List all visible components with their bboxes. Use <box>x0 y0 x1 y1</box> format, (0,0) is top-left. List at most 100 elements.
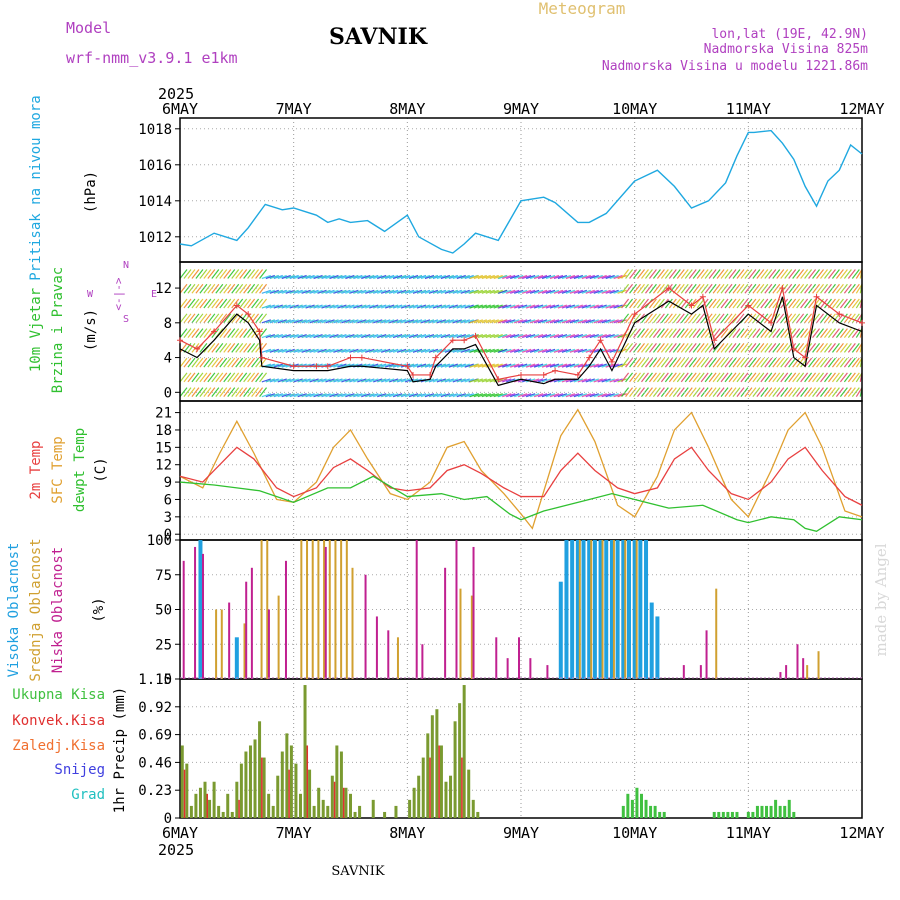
wind-barb <box>525 348 536 353</box>
y-tick-label: 0 <box>164 672 172 688</box>
wind-barb <box>506 393 516 398</box>
wind-barb <box>740 298 749 309</box>
wind-barb <box>565 348 576 353</box>
wind-barb <box>748 269 757 279</box>
wind-barb <box>448 363 459 368</box>
wind-barb <box>756 342 765 353</box>
precip-total-bar <box>394 805 398 818</box>
wind-barb <box>357 393 367 398</box>
compass-n: N <box>123 260 129 271</box>
wind-barb <box>680 342 689 353</box>
wind-barb <box>732 357 741 368</box>
wind-barb <box>464 393 474 398</box>
precip-total-bar <box>353 811 357 818</box>
wind-barb <box>215 342 224 353</box>
wind-barb <box>239 328 248 338</box>
wind-barb <box>756 372 765 383</box>
wind-barb <box>756 269 765 279</box>
wind-barb <box>477 304 487 309</box>
wind-barb <box>764 357 773 368</box>
wind-barb <box>633 357 642 368</box>
wind-barb <box>835 357 844 368</box>
wind-barb <box>309 393 319 398</box>
cloud-mid-bar <box>317 540 320 679</box>
wind-barb <box>736 298 745 309</box>
precip-conv-bar <box>206 793 209 818</box>
wind-barb <box>537 334 548 339</box>
wind-barb <box>420 393 431 398</box>
wind-barb <box>664 342 673 353</box>
wind-barb <box>585 274 595 280</box>
wind-barb <box>708 269 717 279</box>
precip-total-bar <box>285 733 289 818</box>
wind-barb <box>605 304 615 309</box>
wind-barb <box>187 313 196 324</box>
wind-barb <box>720 298 729 309</box>
wind-barb <box>384 363 395 368</box>
wind-barb <box>277 319 287 324</box>
wind-barb <box>613 274 623 280</box>
precip-total-bar <box>453 721 457 818</box>
wind-barb <box>652 328 661 338</box>
wind-barb <box>847 298 856 309</box>
wind-barb <box>557 289 568 294</box>
wind-barb <box>625 298 634 309</box>
wind-barb <box>545 289 556 294</box>
wind-barb <box>589 304 599 309</box>
wind-barb <box>676 269 685 279</box>
wind-barb <box>839 283 848 294</box>
wind-barb <box>517 304 528 309</box>
wind-barb <box>816 357 825 368</box>
wind-barb <box>847 372 856 383</box>
cloud-low-bar <box>506 658 509 679</box>
wind-barb <box>485 393 495 398</box>
wind-barb <box>243 328 252 338</box>
wind-barb <box>529 304 540 309</box>
wind-barb <box>573 378 584 383</box>
precip-total-bar <box>658 811 662 818</box>
wind-barb <box>333 319 343 324</box>
wind-barb <box>601 393 611 398</box>
cloud-mid-bar <box>340 540 343 679</box>
wind-barb <box>700 283 709 294</box>
wind-barb <box>680 269 689 279</box>
precip-total-bar <box>208 799 212 818</box>
wind-barb <box>752 357 761 368</box>
wind-barb <box>696 372 705 383</box>
wind-barb <box>696 298 705 309</box>
wind-barb <box>289 319 299 324</box>
precip-conv-bar <box>461 757 463 818</box>
wind-barb <box>660 283 669 294</box>
wind-barb <box>247 328 256 338</box>
wind-barb <box>621 372 630 383</box>
wind-barb <box>625 387 634 398</box>
wind-barb <box>369 334 379 339</box>
wind-barb <box>808 283 817 294</box>
wind-barb <box>235 372 244 383</box>
wind-barb <box>764 298 773 309</box>
wind-barb <box>581 348 592 353</box>
wind-barb <box>800 269 809 279</box>
wind-barb <box>235 357 244 368</box>
wind-barb <box>573 334 584 339</box>
wind-barb <box>831 269 840 279</box>
wind-barb <box>477 378 487 383</box>
wind-barb <box>293 304 303 309</box>
wind-gust-marker <box>790 345 797 352</box>
y-tick-label: 0 <box>164 527 172 543</box>
wind-barb <box>460 319 470 324</box>
wind-barb <box>577 289 588 294</box>
wind-barb <box>285 319 295 324</box>
precip-total-bar <box>426 733 430 818</box>
wind-barb <box>408 289 419 294</box>
wind-barb <box>820 328 828 338</box>
wind-barb <box>577 334 588 339</box>
wind-barb <box>377 274 387 280</box>
wind-barb <box>680 372 689 383</box>
wind-barb <box>388 348 399 353</box>
precip-total-bar <box>230 811 234 818</box>
precip-total-bar <box>298 793 302 818</box>
wind-barb <box>804 283 813 294</box>
wind-barb <box>648 328 657 338</box>
cloud-mid-bar <box>345 540 348 679</box>
